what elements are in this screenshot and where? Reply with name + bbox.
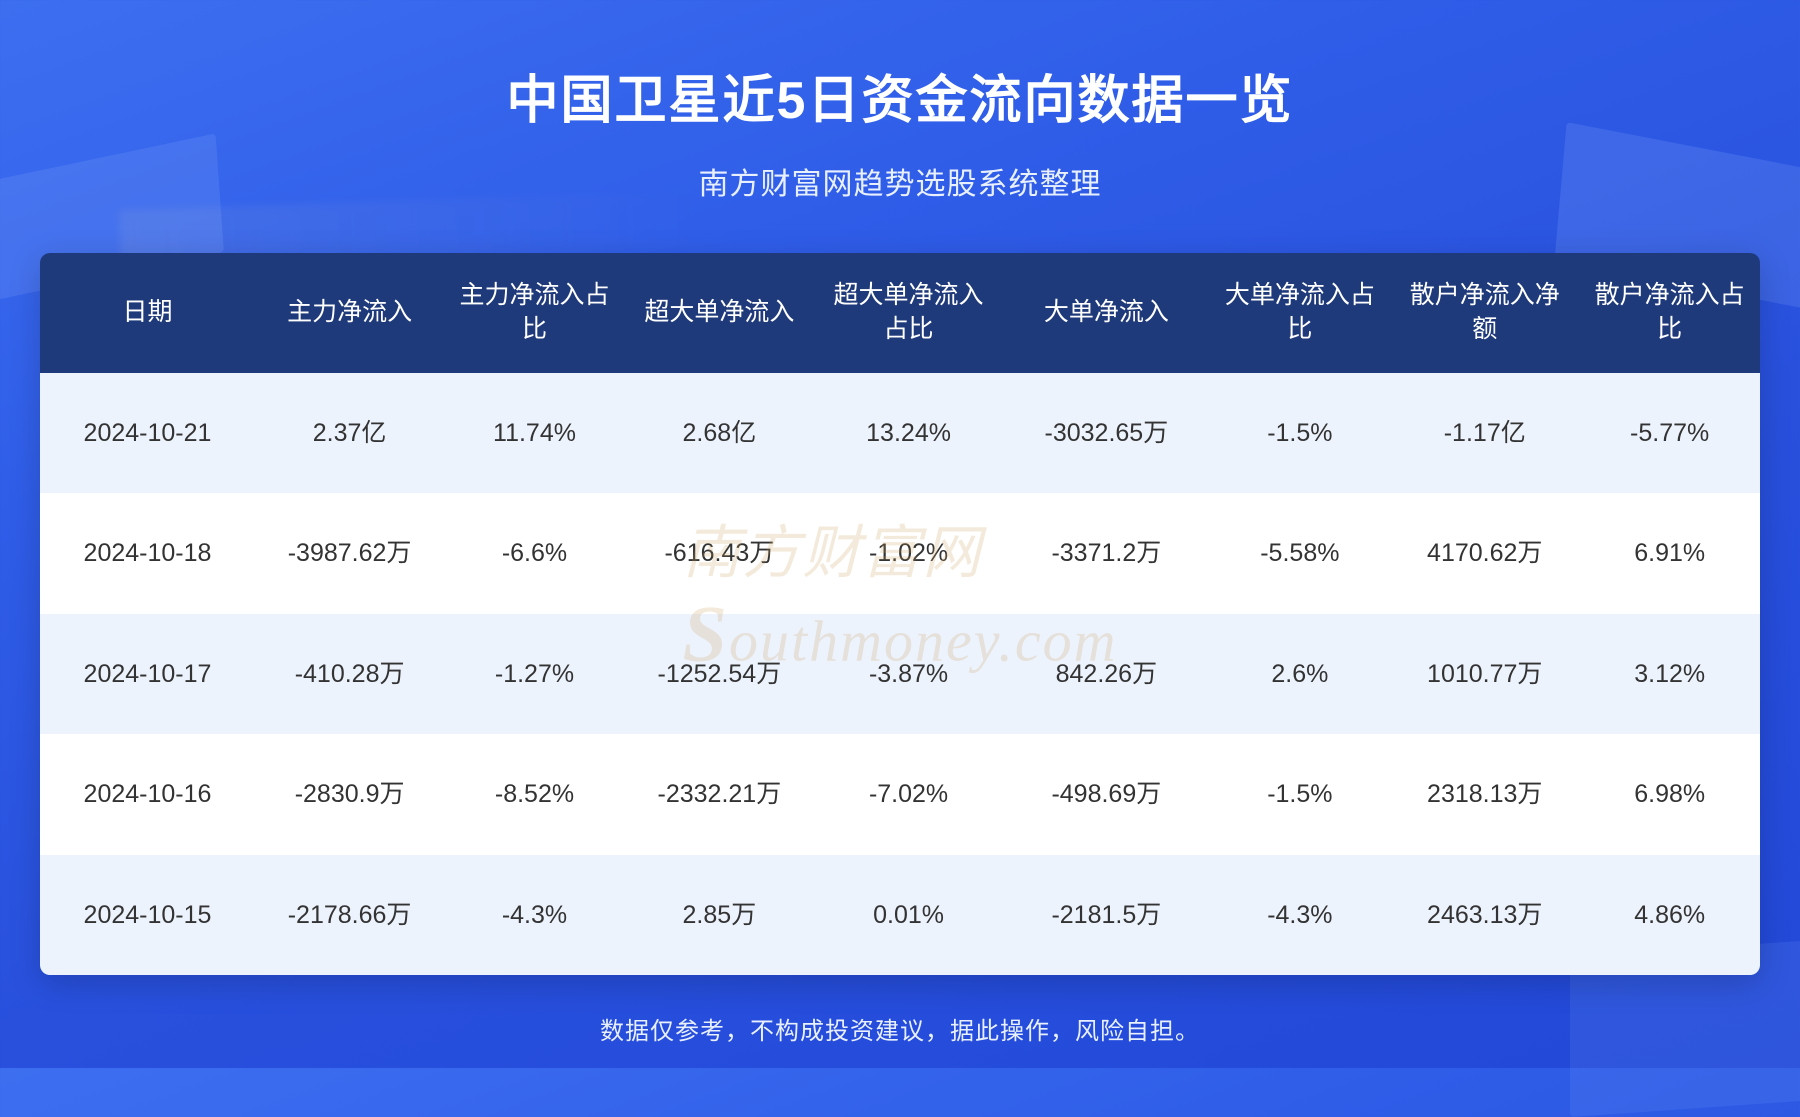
table-cell: -5.77% — [1579, 373, 1760, 494]
table-row: 2024-10-15-2178.66万-4.3%2.85万0.01%-2181.… — [40, 855, 1760, 976]
table-cell: -3987.62万 — [255, 493, 444, 614]
table-cell: 2.85万 — [625, 855, 814, 976]
table-cell: 2.68亿 — [625, 373, 814, 494]
table-cell: 2024-10-15 — [40, 855, 255, 976]
table-cell: -4.3% — [444, 855, 625, 976]
table-header-cell: 大单净流入 — [1003, 253, 1209, 373]
table-cell: 0.01% — [814, 855, 1003, 976]
table-cell: 2463.13万 — [1390, 855, 1579, 976]
table-cell: -1.5% — [1210, 734, 1391, 855]
table-cell: -6.6% — [444, 493, 625, 614]
table-header-cell: 散户净流入占比 — [1579, 253, 1760, 373]
table-header-row: 日期主力净流入主力净流入占比超大单净流入超大单净流入占比大单净流入大单净流入占比… — [40, 253, 1760, 373]
table-cell: 2024-10-18 — [40, 493, 255, 614]
table-cell: -2181.5万 — [1003, 855, 1209, 976]
table-cell: 11.74% — [444, 373, 625, 494]
table-cell: 3.12% — [1579, 614, 1760, 735]
table-cell: -1.17亿 — [1390, 373, 1579, 494]
data-table-container: 日期主力净流入主力净流入占比超大单净流入超大单净流入占比大单净流入大单净流入占比… — [40, 253, 1760, 975]
table-cell: -7.02% — [814, 734, 1003, 855]
page-subtitle: 南方财富网趋势选股系统整理 — [0, 159, 1800, 203]
table-cell: -2178.66万 — [255, 855, 444, 976]
table-cell: 4170.62万 — [1390, 493, 1579, 614]
table-cell: -1.27% — [444, 614, 625, 735]
table-cell: -1252.54万 — [625, 614, 814, 735]
table-cell: 2.37亿 — [255, 373, 444, 494]
table-header-cell: 大单净流入占比 — [1210, 253, 1391, 373]
table-cell: 6.91% — [1579, 493, 1760, 614]
table-cell: 4.86% — [1579, 855, 1760, 976]
table-header-cell: 日期 — [40, 253, 255, 373]
table-header-cell: 主力净流入 — [255, 253, 444, 373]
table-cell: -5.58% — [1210, 493, 1391, 614]
table-cell: 2024-10-17 — [40, 614, 255, 735]
table-cell: 13.24% — [814, 373, 1003, 494]
table-cell: -498.69万 — [1003, 734, 1209, 855]
table-cell: 2.6% — [1210, 614, 1391, 735]
table-cell: 2024-10-16 — [40, 734, 255, 855]
table-cell: -3371.2万 — [1003, 493, 1209, 614]
table-cell: 1010.77万 — [1390, 614, 1579, 735]
table-cell: -2332.21万 — [625, 734, 814, 855]
table-header-cell: 主力净流入占比 — [444, 253, 625, 373]
table-header-cell: 超大单净流入占比 — [814, 253, 1003, 373]
table-cell: -3032.65万 — [1003, 373, 1209, 494]
table-header-cell: 超大单净流入 — [625, 253, 814, 373]
table-cell: 2024-10-21 — [40, 373, 255, 494]
table-cell: 2318.13万 — [1390, 734, 1579, 855]
table-row: 2024-10-18-3987.62万-6.6%-616.43万-1.02%-3… — [40, 493, 1760, 614]
table-body: 2024-10-212.37亿11.74%2.68亿13.24%-3032.65… — [40, 373, 1760, 976]
table-cell: -616.43万 — [625, 493, 814, 614]
table-cell: -3.87% — [814, 614, 1003, 735]
table-header-cell: 散户净流入净额 — [1390, 253, 1579, 373]
table-cell: -2830.9万 — [255, 734, 444, 855]
data-table: 日期主力净流入主力净流入占比超大单净流入超大单净流入占比大单净流入大单净流入占比… — [40, 253, 1760, 975]
table-cell: -410.28万 — [255, 614, 444, 735]
table-cell: 6.98% — [1579, 734, 1760, 855]
table-cell: 842.26万 — [1003, 614, 1209, 735]
table-row: 2024-10-212.37亿11.74%2.68亿13.24%-3032.65… — [40, 373, 1760, 494]
table-cell: -8.52% — [444, 734, 625, 855]
table-cell: -1.02% — [814, 493, 1003, 614]
footer-disclaimer: 数据仅参考，不构成投资建议，据此操作，风险自担。 — [0, 1011, 1800, 1046]
table-cell: -1.5% — [1210, 373, 1391, 494]
table-row: 2024-10-16-2830.9万-8.52%-2332.21万-7.02%-… — [40, 734, 1760, 855]
table-cell: -4.3% — [1210, 855, 1391, 976]
page-title: 中国卫星近5日资金流向数据一览 — [0, 0, 1800, 133]
table-row: 2024-10-17-410.28万-1.27%-1252.54万-3.87%8… — [40, 614, 1760, 735]
